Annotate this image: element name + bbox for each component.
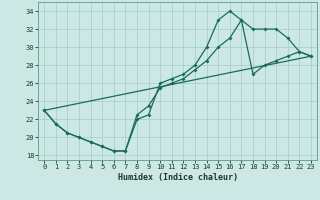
X-axis label: Humidex (Indice chaleur): Humidex (Indice chaleur)	[118, 173, 238, 182]
